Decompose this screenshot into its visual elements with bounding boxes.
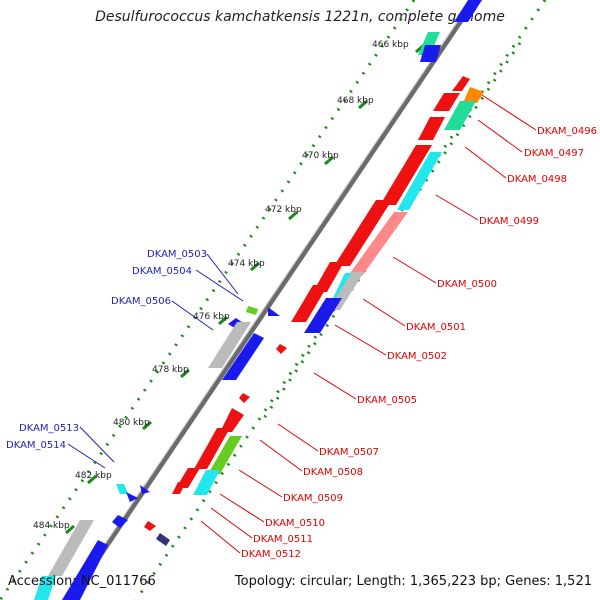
- gene-label-dkam-0508: DKAM_0508: [303, 467, 363, 478]
- gene-arrow: [239, 393, 250, 403]
- gene-arrow: [454, 0, 482, 22]
- left-leader-lines: [67, 253, 244, 469]
- gene-arrow: [220, 408, 244, 432]
- gene-block: [444, 101, 476, 130]
- kbp-label-466: 466 kbp: [372, 40, 409, 50]
- gene-label-dkam-0513: DKAM_0513: [19, 423, 79, 434]
- map-title: Desulfurococcus kamchatkensis 1221n, com…: [95, 9, 505, 25]
- kbp-label-472: 472 kbp: [265, 205, 302, 215]
- gene-arrow: [334, 200, 392, 266]
- gene-label-dkam-0502: DKAM_0502: [387, 351, 447, 362]
- gene-block: [418, 32, 440, 55]
- gene-arrow: [126, 492, 138, 502]
- kbp-label-476: 476 kbp: [193, 312, 230, 322]
- gene-label-dkam-0506: DKAM_0506: [111, 296, 171, 307]
- gene-label-dkam-0498: DKAM_0498: [507, 174, 567, 185]
- gene-arrow: [420, 45, 441, 62]
- gene-label-dkam-0500: DKAM_0500: [437, 279, 497, 290]
- topology-label: Topology: circular; Length: 1,365,223 bp…: [234, 574, 592, 589]
- gene-block: [48, 520, 94, 576]
- gene-label-dkam-0499: DKAM_0499: [479, 216, 539, 227]
- gene-label-dkam-0505: DKAM_0505: [357, 395, 417, 406]
- gene-block: [193, 470, 220, 495]
- gene-arrow: [194, 428, 230, 469]
- gene-arrow: [418, 117, 445, 140]
- kbp-label-480: 480 kbp: [113, 418, 150, 428]
- genome-backbone: [67, 0, 478, 600]
- accession-label: Accession: NC_011766: [8, 574, 156, 589]
- gene-arrow: [140, 485, 150, 494]
- gene-label-dkam-0510: DKAM_0510: [265, 518, 325, 529]
- gene-block: [348, 212, 408, 276]
- kbp-label-482: 482 kbp: [75, 471, 112, 481]
- gene-arrow: [433, 93, 460, 111]
- forward-strand-genes: [144, 0, 484, 546]
- gene-block: [116, 484, 128, 494]
- gene-arrow: [380, 145, 432, 205]
- gene-block: [246, 306, 258, 315]
- gene-arrow: [304, 298, 342, 333]
- kbp-label-474: 474 kbp: [228, 259, 265, 269]
- gene-block: [208, 436, 242, 474]
- gene-label-dkam-0503: DKAM_0503: [147, 249, 207, 260]
- gene-block: [397, 152, 442, 210]
- kbp-label-468: 468 kbp: [337, 96, 374, 106]
- gene-arrow: [62, 540, 108, 600]
- gene-label-dkam-0512: DKAM_0512: [241, 549, 301, 560]
- reverse-strand-genes: [34, 45, 441, 600]
- gene-arrow: [268, 307, 280, 316]
- kbp-label-478: 478 kbp: [152, 365, 189, 375]
- kbp-ticks: [65, 43, 425, 535]
- gene-label-dkam-0509: DKAM_0509: [283, 493, 343, 504]
- gene-label-dkam-0501: DKAM_0501: [406, 322, 466, 333]
- gene-label-dkam-0496: DKAM_0496: [537, 126, 597, 137]
- gene-arrow: [291, 285, 328, 322]
- gene-block: [208, 322, 251, 368]
- gene-arrow: [144, 521, 156, 531]
- gene-block: [34, 576, 56, 600]
- gene-arrow: [222, 333, 264, 380]
- gene-block: [156, 533, 170, 546]
- kbp-label-484: 484 kbp: [33, 521, 70, 531]
- gene-arrow: [276, 344, 287, 354]
- gene-label-dkam-0507: DKAM_0507: [319, 447, 379, 458]
- gene-label-dkam-0514: DKAM_0514: [6, 440, 66, 451]
- gene-label-dkam-0511: DKAM_0511: [253, 534, 313, 545]
- backbone-highlight: [66, 0, 473, 600]
- kbp-label-470: 470 kbp: [302, 151, 339, 161]
- gene-arrow: [313, 262, 344, 292]
- gene-label-dkam-0504: DKAM_0504: [132, 266, 192, 277]
- gene-label-dkam-0497: DKAM_0497: [524, 148, 584, 159]
- left-dotted-track: [0, 0, 416, 600]
- gene-arrow: [463, 87, 484, 103]
- right-leader-lines: [200, 94, 537, 554]
- gene-arrow: [452, 76, 470, 91]
- gene-arrow: [172, 482, 186, 494]
- gene-arrow: [112, 515, 128, 528]
